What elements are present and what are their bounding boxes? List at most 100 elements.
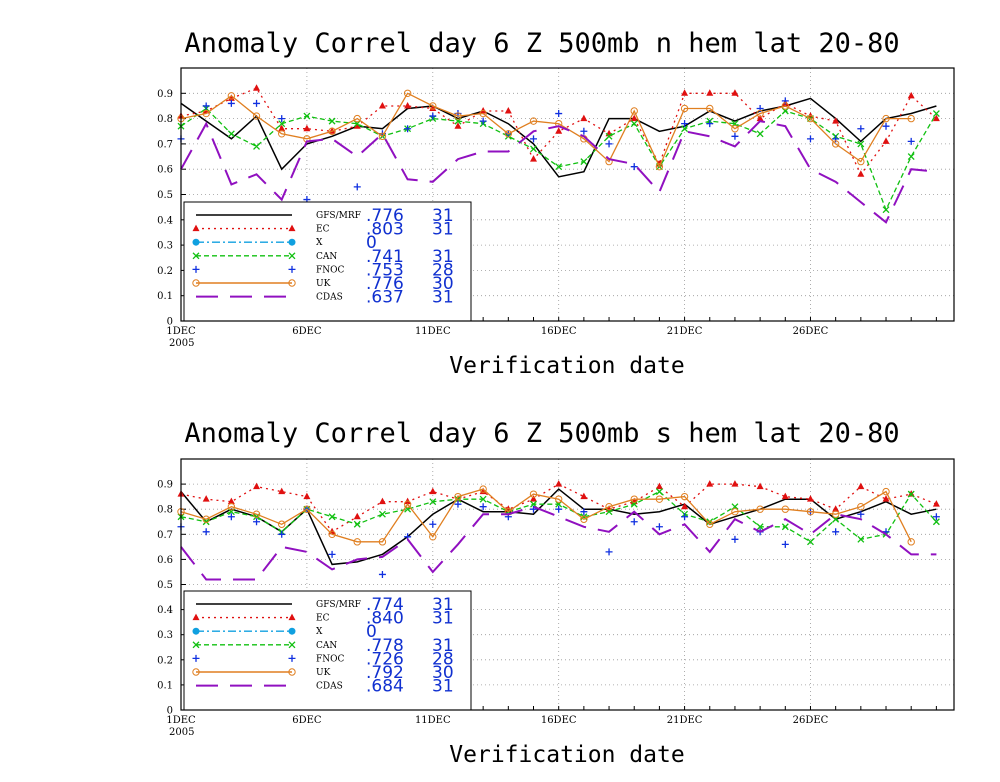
y-tick-label: 0.7	[157, 139, 173, 150]
data-point	[630, 518, 638, 526]
y-tick-label: 0.3	[157, 630, 173, 641]
legend-marker	[288, 654, 296, 662]
x-tick-label: 1DEC	[166, 326, 196, 337]
x-tick-sublabel: 2005	[169, 338, 194, 349]
data-point	[353, 512, 361, 520]
legend-score: .776	[366, 274, 404, 294]
legend-count: 31	[432, 288, 454, 308]
chart-title: Anomaly Correl day 6 Z 500mb s hem lat 2…	[184, 418, 899, 449]
legend-label: X	[316, 627, 323, 637]
x-tick-label: 26DEC	[793, 326, 829, 337]
series-cdas	[180, 120, 937, 224]
data-point	[403, 89, 412, 98]
y-tick-label: 0.9	[157, 480, 173, 491]
data-point	[479, 109, 487, 118]
data-point	[529, 490, 538, 498]
data-point	[278, 115, 286, 123]
data-point	[303, 505, 311, 513]
data-point	[806, 508, 815, 516]
data-point	[857, 482, 865, 490]
x-axis-label: Verification date	[449, 742, 684, 768]
legend-label: CDAS	[316, 682, 343, 692]
data-point	[353, 114, 361, 123]
data-point	[857, 170, 865, 177]
chart-panel-south: Anomaly Correl day 6 Z 500mb s hem lat 2…	[157, 418, 955, 768]
x-tick-label: 11DEC	[415, 715, 451, 726]
legend-marker	[192, 627, 200, 635]
legend-marker	[192, 668, 200, 676]
x-tick-label: 26DEC	[793, 715, 829, 726]
legend-marker	[192, 279, 200, 287]
legend-score: 0	[366, 233, 377, 253]
legend-score: .792	[366, 663, 404, 683]
legend-marker	[288, 238, 296, 246]
data-point	[580, 127, 588, 135]
legend-score: .684	[366, 677, 404, 697]
data-point	[227, 502, 236, 511]
data-point	[253, 84, 261, 91]
data-point	[756, 114, 764, 122]
y-tick-label: 0.4	[157, 215, 173, 226]
legend-label: X	[316, 238, 323, 248]
y-tick-label: 0.2	[157, 266, 173, 277]
data-point	[580, 515, 588, 523]
legend-score: .726	[366, 649, 404, 669]
data-point	[706, 520, 714, 528]
legend-marker	[288, 641, 296, 649]
data-point	[907, 137, 915, 145]
y-tick-label: 0.4	[157, 605, 173, 616]
series-line	[180, 488, 937, 566]
data-point	[202, 528, 210, 536]
y-tick-label: 0	[167, 317, 173, 328]
y-tick-label: 0.7	[157, 530, 173, 541]
data-point	[630, 107, 638, 115]
data-point	[680, 104, 689, 113]
data-point	[404, 125, 412, 133]
legend-score: 0	[366, 622, 377, 642]
y-tick-label: 0.5	[157, 190, 173, 201]
data-point	[202, 495, 210, 502]
data-point	[831, 510, 840, 518]
legend-count: 31	[432, 677, 454, 697]
data-point	[227, 513, 235, 521]
data-point	[479, 495, 487, 503]
data-point	[630, 114, 638, 122]
data-point	[555, 127, 563, 134]
data-point	[479, 487, 487, 495]
data-point	[806, 135, 814, 143]
data-point	[907, 153, 915, 161]
legend-box	[183, 590, 472, 711]
data-point	[479, 503, 487, 511]
x-tick-label: 11DEC	[415, 326, 451, 337]
legend-count: 31	[432, 595, 454, 615]
legend-score: .776	[366, 206, 404, 226]
data-point	[303, 124, 311, 132]
data-point	[353, 520, 361, 528]
legend-entry: CDAS .637 31	[196, 288, 454, 308]
data-point	[202, 518, 210, 526]
series-uk	[177, 89, 915, 171]
data-point	[454, 500, 462, 508]
data-point	[756, 109, 764, 118]
legend-marker	[288, 265, 296, 273]
x-axis-label: Verification date	[449, 353, 684, 379]
legend-label: GFS/MRF	[316, 600, 361, 610]
legend-label: FNOC	[316, 654, 344, 664]
x-tick-label: 16DEC	[541, 326, 577, 337]
data-point	[328, 117, 336, 125]
data-point	[278, 520, 286, 528]
legend-score: .637	[366, 288, 404, 308]
data-point	[882, 495, 890, 502]
data-point	[227, 497, 235, 505]
legend-label: GFS/MRF	[316, 211, 361, 221]
legend-marker	[192, 252, 200, 260]
data-point	[932, 114, 940, 122]
x-tick-label: 21DEC	[667, 715, 703, 726]
data-point	[479, 485, 487, 493]
data-point	[806, 114, 815, 123]
legend-label: CDAS	[316, 293, 343, 303]
series-uk	[177, 485, 915, 546]
